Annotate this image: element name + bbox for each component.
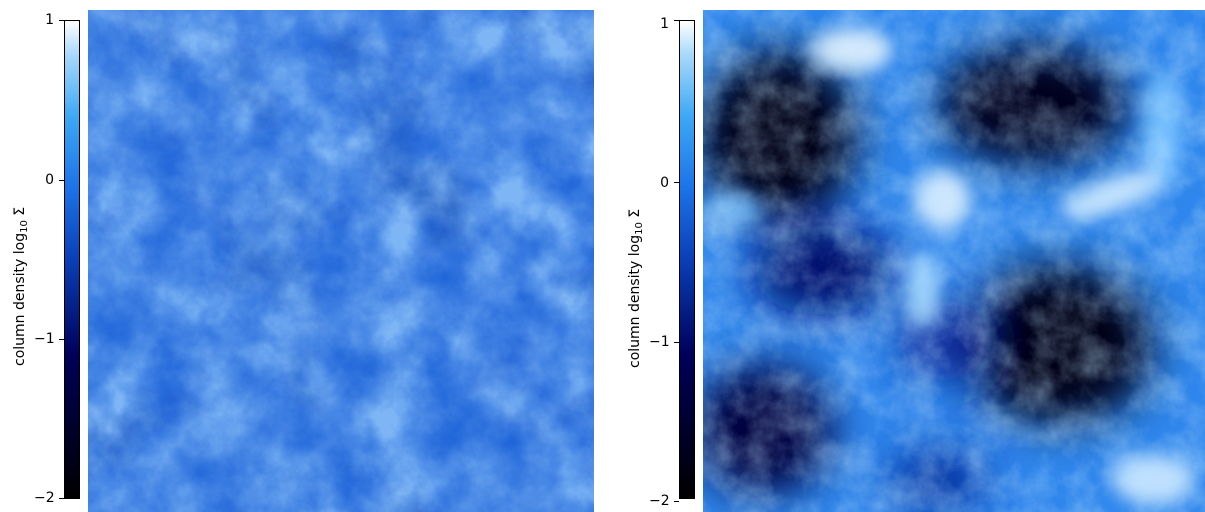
colorbar-tick-label: 1: [45, 12, 54, 28]
colorbar-tick: [59, 339, 64, 340]
colorbar-tick: [674, 182, 679, 183]
colorbar-tick-label: −1: [34, 331, 55, 347]
colorbar-tick: [59, 180, 64, 181]
colorbar-tick-label: 1: [660, 16, 669, 32]
colorbar-tick-label: 0: [45, 172, 54, 188]
colorbar-tick: [674, 20, 679, 21]
colorbar-tick-label: −2: [649, 493, 670, 509]
colorbar-tick: [59, 498, 64, 499]
colorbar-tick-label: −2: [34, 490, 55, 506]
left-panel: 1 0 −1 −2 column density log10 Σ: [0, 0, 600, 512]
right-panel: 1 0 −1 −2 column density log10 Σ: [617, 0, 1205, 512]
colorbar-tick: [59, 20, 64, 21]
column-density-map-right: [703, 10, 1205, 512]
colorbar-right: [679, 20, 695, 499]
column-density-map-left: [88, 10, 594, 512]
colorbar-tick: [674, 342, 679, 343]
colorbar-tick: [674, 501, 679, 502]
colorbar-label: column density log10 Σ: [627, 208, 645, 368]
colorbar-label: column density log10 Σ: [12, 206, 30, 366]
colorbar-tick-label: −1: [649, 334, 670, 350]
colorbar-tick-label: 0: [660, 175, 669, 191]
colorbar-left: [64, 20, 80, 499]
